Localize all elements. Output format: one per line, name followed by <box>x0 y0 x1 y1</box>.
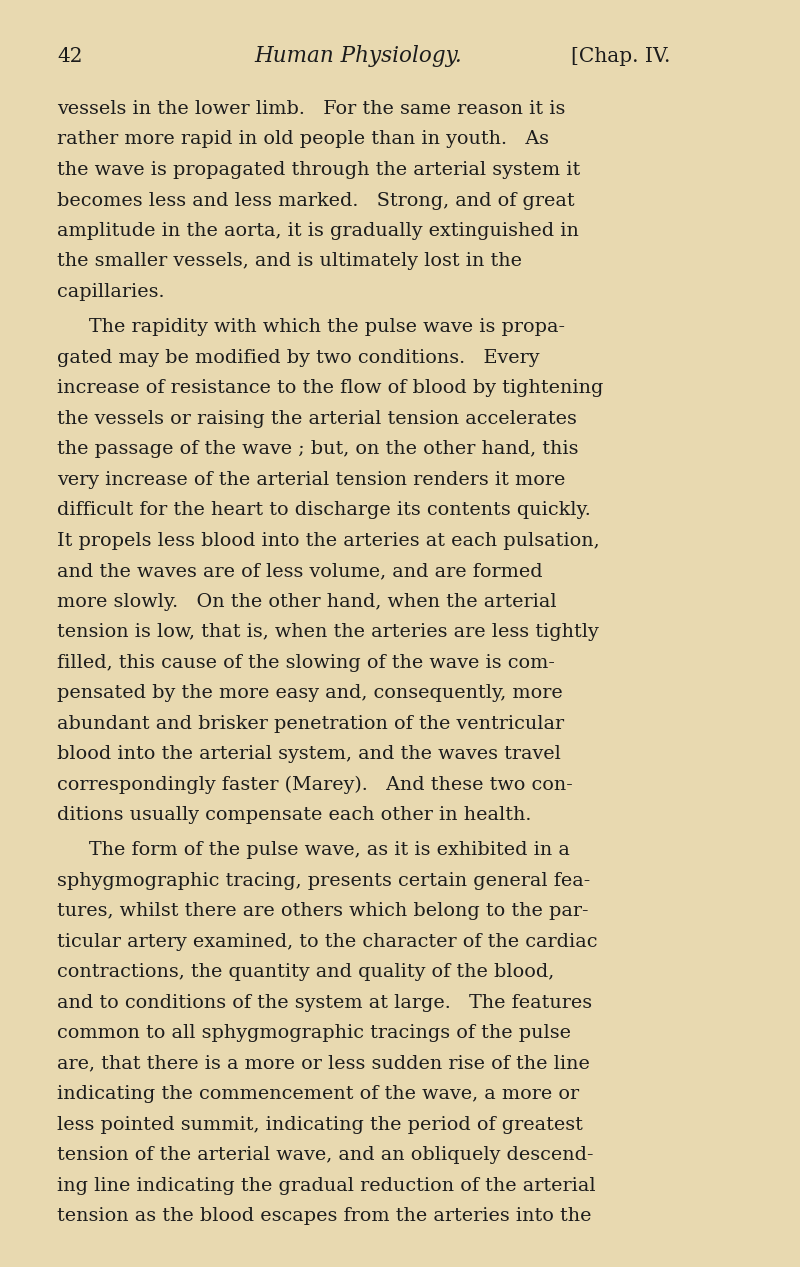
Text: tures, whilst there are others which belong to the par-: tures, whilst there are others which bel… <box>57 902 589 920</box>
Text: gated may be modified by two conditions.   Every: gated may be modified by two conditions.… <box>57 348 539 366</box>
Text: becomes less and less marked.   Strong, and of great: becomes less and less marked. Strong, an… <box>57 191 574 209</box>
Text: pensated by the more easy and, consequently, more: pensated by the more easy and, consequen… <box>57 684 562 702</box>
Text: abundant and brisker penetration of the ventricular: abundant and brisker penetration of the … <box>57 715 564 732</box>
Text: and the waves are of less volume, and are formed: and the waves are of less volume, and ar… <box>57 563 542 580</box>
Text: ing line indicating the gradual reduction of the arterial: ing line indicating the gradual reductio… <box>57 1177 596 1195</box>
Text: filled, this cause of the slowing of the wave is com-: filled, this cause of the slowing of the… <box>57 654 555 672</box>
Text: the smaller vessels, and is ultimately lost in the: the smaller vessels, and is ultimately l… <box>57 252 522 270</box>
Text: the vessels or raising the arterial tension accelerates: the vessels or raising the arterial tens… <box>57 409 577 427</box>
Text: Human Physiology.: Human Physiology. <box>254 46 462 67</box>
Text: the wave is propagated through the arterial system it: the wave is propagated through the arter… <box>57 161 580 179</box>
Text: tension as the blood escapes from the arteries into the: tension as the blood escapes from the ar… <box>57 1207 591 1225</box>
Text: tension of the arterial wave, and an obliquely descend-: tension of the arterial wave, and an obl… <box>57 1147 594 1164</box>
Text: rather more rapid in old people than in youth.   As: rather more rapid in old people than in … <box>57 131 549 148</box>
Text: correspondingly faster (Marey).   And these two con-: correspondingly faster (Marey). And thes… <box>57 775 573 794</box>
Text: [Chap. IV.: [Chap. IV. <box>570 47 670 66</box>
Text: vessels in the lower limb.   For the same reason it is: vessels in the lower limb. For the same … <box>57 100 566 118</box>
Text: increase of resistance to the flow of blood by tightening: increase of resistance to the flow of bl… <box>57 379 603 397</box>
Text: 42: 42 <box>57 47 82 66</box>
Text: tension is low, that is, when the arteries are less tightly: tension is low, that is, when the arteri… <box>57 623 598 641</box>
Text: very increase of the arterial tension renders it more: very increase of the arterial tension re… <box>57 470 566 489</box>
Text: It propels less blood into the arteries at each pulsation,: It propels less blood into the arteries … <box>57 532 600 550</box>
Text: less pointed summit, indicating the period of greatest: less pointed summit, indicating the peri… <box>57 1116 583 1134</box>
Text: and to conditions of the system at large.   The features: and to conditions of the system at large… <box>57 993 592 1011</box>
Text: more slowly.   On the other hand, when the arterial: more slowly. On the other hand, when the… <box>57 593 557 611</box>
Text: contractions, the quantity and quality of the blood,: contractions, the quantity and quality o… <box>57 963 554 981</box>
Text: difficult for the heart to discharge its contents quickly.: difficult for the heart to discharge its… <box>57 500 590 519</box>
Text: the passage of the wave ; but, on the other hand, this: the passage of the wave ; but, on the ot… <box>57 440 578 459</box>
Text: indicating the commencement of the wave, a more or: indicating the commencement of the wave,… <box>57 1085 579 1104</box>
Text: ditions usually compensate each other in health.: ditions usually compensate each other in… <box>57 806 531 824</box>
Text: amplitude in the aorta, it is gradually extinguished in: amplitude in the aorta, it is gradually … <box>57 222 579 239</box>
Text: sphygmographic tracing, presents certain general fea-: sphygmographic tracing, presents certain… <box>57 872 590 889</box>
Text: ticular artery examined, to the character of the cardiac: ticular artery examined, to the characte… <box>57 933 598 950</box>
Text: are, that there is a more or less sudden rise of the line: are, that there is a more or less sudden… <box>57 1054 590 1073</box>
Text: capillaries.: capillaries. <box>57 283 165 302</box>
Text: common to all sphygmographic tracings of the pulse: common to all sphygmographic tracings of… <box>57 1024 571 1043</box>
Text: blood into the arterial system, and the waves travel: blood into the arterial system, and the … <box>57 745 561 763</box>
Text: The form of the pulse wave, as it is exhibited in a: The form of the pulse wave, as it is exh… <box>89 841 570 859</box>
Text: The rapidity with which the pulse wave is propa-: The rapidity with which the pulse wave i… <box>89 318 565 336</box>
